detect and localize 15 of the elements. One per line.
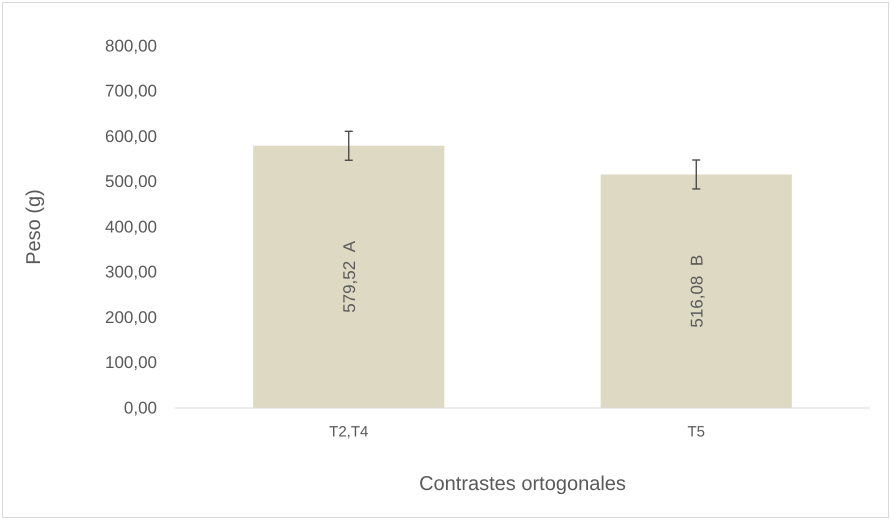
y-tick-label: 500,00 bbox=[105, 172, 157, 192]
data-label: 579,52 A bbox=[340, 240, 359, 313]
x-axis-title: Contrastes ortogonales bbox=[419, 473, 626, 495]
y-tick-label: 400,00 bbox=[105, 217, 157, 236]
y-tick-label: 100,00 bbox=[105, 353, 157, 372]
data-label: 516,08 B bbox=[687, 254, 706, 328]
y-axis-title: Peso (g) bbox=[23, 189, 45, 265]
x-tick-label: T2,T4 bbox=[329, 424, 368, 441]
y-tick-label: 300,00 bbox=[105, 262, 157, 282]
y-tick-label: 700,00 bbox=[105, 82, 157, 101]
y-tick-label: 0,00 bbox=[124, 398, 157, 418]
y-tick-label: 200,00 bbox=[105, 308, 157, 327]
y-tick-label: 600,00 bbox=[105, 126, 157, 146]
y-tick-label: 800,00 bbox=[105, 36, 157, 56]
x-tick-label: T5 bbox=[687, 424, 706, 441]
